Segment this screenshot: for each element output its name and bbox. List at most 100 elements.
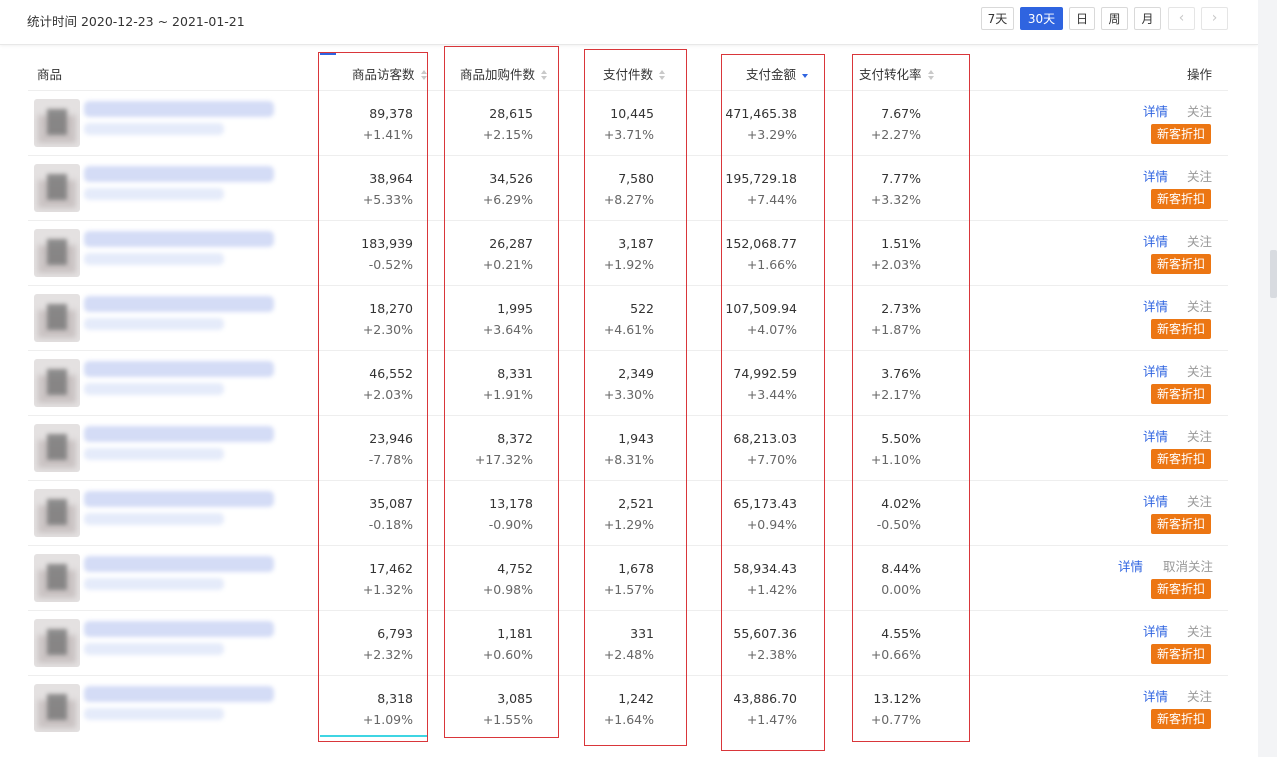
detail-link[interactable]: 详情 bbox=[1143, 494, 1169, 509]
new-customer-discount-button[interactable]: 新客折扣 bbox=[1151, 319, 1212, 339]
new-customer-discount-button[interactable]: 新客折扣 bbox=[1151, 514, 1212, 534]
pay-amount-value: 68,213.03 bbox=[733, 431, 797, 446]
detail-link[interactable]: 详情 bbox=[1143, 299, 1169, 314]
cell-pay-amount: 74,992.59 +3.44% bbox=[657, 363, 797, 405]
table-row[interactable]: 6,793 +2.32% 1,181 +0.60% 331 +2.48% 55,607.36… bbox=[28, 610, 1228, 676]
follow-link[interactable]: 关注 bbox=[1187, 429, 1213, 444]
product-thumbnail[interactable] bbox=[34, 294, 80, 342]
product-title-blurred[interactable] bbox=[84, 686, 274, 702]
product-title-blurred[interactable] bbox=[84, 296, 274, 312]
follow-link[interactable]: 关注 bbox=[1187, 364, 1213, 379]
col-header-conversion[interactable]: 支付转化率 bbox=[859, 64, 936, 83]
visitors-change: +2.03% bbox=[362, 387, 413, 402]
table-row[interactable]: 35,087 -0.18% 13,178 -0.90% 2,521 +1.29% 65,17… bbox=[28, 480, 1228, 546]
chevron-right-icon[interactable]: › bbox=[1201, 7, 1228, 30]
col-header-visitors[interactable]: 商品访客数 bbox=[352, 64, 429, 83]
follow-link[interactable]: 关注 bbox=[1187, 299, 1213, 314]
product-thumbnail[interactable] bbox=[34, 99, 80, 147]
period-day-button[interactable]: 日 bbox=[1069, 7, 1095, 30]
product-thumbnail[interactable] bbox=[34, 424, 80, 472]
visitors-value: 17,462 bbox=[369, 561, 413, 576]
product-subtitle-blurred bbox=[84, 708, 224, 720]
detail-link[interactable]: 详情 bbox=[1143, 169, 1169, 184]
product-thumbnail[interactable] bbox=[34, 229, 80, 277]
sort-icon[interactable] bbox=[420, 70, 429, 81]
sort-icon[interactable] bbox=[659, 70, 667, 81]
new-customer-discount-button[interactable]: 新客折扣 bbox=[1151, 124, 1212, 144]
table-row[interactable]: 18,270 +2.30% 1,995 +3.64% 522 +4.61% 107,509.… bbox=[28, 285, 1228, 351]
period-7d-button[interactable]: 7天 bbox=[981, 7, 1014, 30]
period-30d-button[interactable]: 30天 bbox=[1020, 7, 1063, 30]
table-row[interactable]: 23,946 -7.78% 8,372 +17.32% 1,943 +8.31% 68,21… bbox=[28, 415, 1228, 481]
col-header-visitors-label: 商品访客数 bbox=[352, 67, 415, 82]
detail-link[interactable]: 详情 bbox=[1143, 104, 1169, 119]
detail-link[interactable]: 详情 bbox=[1143, 429, 1169, 444]
table-row[interactable]: 17,462 +1.32% 4,752 +0.98% 1,678 +1.57% 58,934… bbox=[28, 545, 1228, 611]
product-title-blurred[interactable] bbox=[84, 491, 274, 507]
follow-link[interactable]: 关注 bbox=[1187, 624, 1213, 639]
product-thumbnail[interactable] bbox=[34, 684, 80, 732]
product-title-blurred[interactable] bbox=[84, 231, 274, 247]
table-row[interactable]: 89,378 +1.41% 28,615 +2.15% 10,445 +3.71% 471,… bbox=[28, 90, 1228, 156]
new-customer-discount-button[interactable]: 新客折扣 bbox=[1151, 644, 1212, 664]
cart-change: +1.55% bbox=[482, 712, 533, 727]
cart-change: +6.29% bbox=[482, 192, 533, 207]
col-header-pay-items[interactable]: 支付件数 bbox=[603, 64, 667, 83]
pay-amount-change: +1.66% bbox=[746, 257, 797, 272]
chevron-left-icon[interactable]: ‹ bbox=[1168, 7, 1195, 30]
product-title-blurred[interactable] bbox=[84, 101, 274, 117]
detail-link[interactable]: 详情 bbox=[1118, 559, 1144, 574]
scrollbar-thumb[interactable] bbox=[1270, 250, 1277, 298]
detail-link[interactable]: 详情 bbox=[1143, 624, 1169, 639]
cell-visitors: 17,462 +1.32% bbox=[273, 558, 413, 600]
col-header-pay-amount-label: 支付金额 bbox=[746, 67, 797, 82]
cell-visitors: 183,939 -0.52% bbox=[273, 233, 413, 275]
table-row[interactable]: 8,318 +1.09% 3,085 +1.55% 1,242 +1.64% 43,886.… bbox=[28, 675, 1228, 741]
detail-link[interactable]: 详情 bbox=[1143, 234, 1169, 249]
product-title-blurred[interactable] bbox=[84, 166, 274, 182]
cell-visitors: 46,552 +2.03% bbox=[273, 363, 413, 405]
product-thumbnail[interactable] bbox=[34, 359, 80, 407]
new-customer-discount-button[interactable]: 新客折扣 bbox=[1151, 449, 1212, 469]
product-thumbnail[interactable] bbox=[34, 489, 80, 537]
product-thumbnail[interactable] bbox=[34, 164, 80, 212]
cart-value: 13,178 bbox=[489, 496, 533, 511]
cell-pay-amount: 65,173.43 +0.94% bbox=[657, 493, 797, 535]
period-month-button[interactable]: 月 bbox=[1134, 7, 1161, 30]
follow-link[interactable]: 关注 bbox=[1187, 689, 1213, 704]
follow-link[interactable]: 关注 bbox=[1187, 169, 1213, 184]
pay-items-change: +4.61% bbox=[603, 322, 654, 337]
follow-link[interactable]: 关注 bbox=[1187, 494, 1213, 509]
product-title-blurred[interactable] bbox=[84, 621, 274, 637]
sort-icon[interactable] bbox=[927, 70, 936, 81]
period-week-button[interactable]: 周 bbox=[1101, 7, 1128, 30]
pay-amount-value: 471,465.38 bbox=[725, 106, 797, 121]
scrollbar-track[interactable] bbox=[1258, 0, 1277, 757]
unfollow-link[interactable]: 取消关注 bbox=[1163, 559, 1214, 574]
new-customer-discount-button[interactable]: 新客折扣 bbox=[1151, 709, 1212, 729]
col-header-cart[interactable]: 商品加购件数 bbox=[460, 64, 549, 83]
new-customer-discount-button[interactable]: 新客折扣 bbox=[1151, 254, 1212, 274]
cell-conversion: 5.50% +1.10% bbox=[781, 428, 921, 470]
sort-icon[interactable] bbox=[541, 70, 549, 81]
sort-desc-icon[interactable] bbox=[802, 70, 810, 81]
pay-amount-value: 58,934.43 bbox=[733, 561, 797, 576]
follow-link[interactable]: 关注 bbox=[1187, 104, 1213, 119]
follow-link[interactable]: 关注 bbox=[1187, 234, 1213, 249]
product-title-blurred[interactable] bbox=[84, 556, 274, 572]
product-thumbnail[interactable] bbox=[34, 554, 80, 602]
table-row[interactable]: 46,552 +2.03% 8,331 +1.91% 2,349 +3.30% 74,992… bbox=[28, 350, 1228, 416]
table-row[interactable]: 183,939 -0.52% 26,287 +0.21% 3,187 +1.92% 152,… bbox=[28, 220, 1228, 286]
col-header-pay-amount[interactable]: 支付金额 bbox=[746, 64, 810, 83]
table-row[interactable]: 38,964 +5.33% 34,526 +6.29% 7,580 +8.27% 195,7… bbox=[28, 155, 1228, 221]
product-title-blurred[interactable] bbox=[84, 361, 274, 377]
product-thumbnail[interactable] bbox=[34, 619, 80, 667]
visitors-value: 23,946 bbox=[369, 431, 413, 446]
cart-change: +3.64% bbox=[482, 322, 533, 337]
new-customer-discount-button[interactable]: 新客折扣 bbox=[1151, 189, 1212, 209]
detail-link[interactable]: 详情 bbox=[1143, 364, 1169, 379]
new-customer-discount-button[interactable]: 新客折扣 bbox=[1151, 579, 1212, 599]
product-title-blurred[interactable] bbox=[84, 426, 274, 442]
detail-link[interactable]: 详情 bbox=[1143, 689, 1169, 704]
new-customer-discount-button[interactable]: 新客折扣 bbox=[1151, 384, 1212, 404]
